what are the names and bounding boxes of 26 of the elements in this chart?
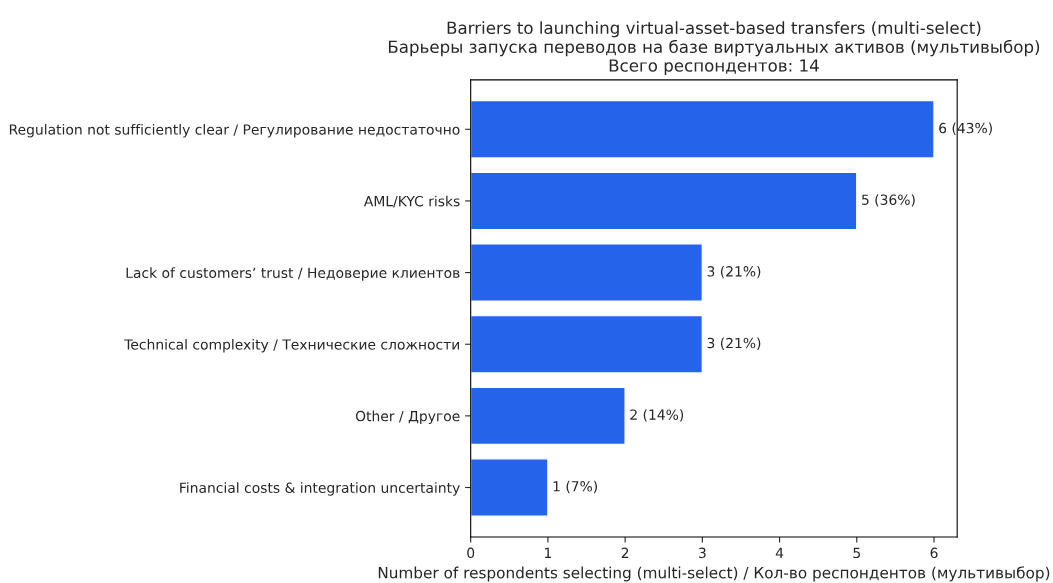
x-tick-label: 5 bbox=[853, 547, 860, 559]
bar bbox=[470, 386, 626, 446]
y-tick-label: Other / Другое bbox=[355, 410, 460, 425]
bar bbox=[470, 458, 549, 517]
y-tick-label: Lack of customers’ trust / Недоверие клиентов bbox=[126, 267, 460, 281]
bar bbox=[470, 171, 858, 231]
data-label: 2 (14%) bbox=[630, 409, 684, 422]
bar bbox=[470, 314, 704, 374]
x-axis-title: Number of respondents selecting (multi-select) / Кол-во респондентов (мультивыбор) bbox=[378, 566, 1050, 582]
x-tick-label: 3 bbox=[698, 547, 706, 559]
data-label: 5 (36%) bbox=[862, 194, 915, 207]
chart-title: Barriers to launching virtual-asset-based transfers (multi-select) Барьеры запуска переводов на базе виртуальных активов (мультивыбор) Всего респондентов: 14 bbox=[388, 21, 1040, 75]
data-label: 3 (21%) bbox=[707, 337, 761, 350]
bar bbox=[470, 243, 704, 302]
x-tick-label: 6 bbox=[930, 547, 938, 559]
y-tick-label: Regulation not sufficiently clear / Регулирование недостаточно bbox=[9, 124, 460, 138]
x-tick-label: 4 bbox=[775, 547, 784, 558]
y-tick-label: AML/KYC risks bbox=[363, 195, 460, 208]
y-tick-label: Technical complexity / Технические сложности bbox=[124, 338, 460, 353]
x-tick-label: 0 bbox=[467, 547, 475, 559]
bar bbox=[470, 99, 935, 159]
x-tick-label: 2 bbox=[621, 547, 629, 558]
x-tick-label: 1 bbox=[545, 547, 552, 558]
y-tick-label: Financial costs & integration uncertainty bbox=[180, 482, 460, 496]
data-label: 1 (7%) bbox=[553, 480, 598, 494]
data-label: 3 (21%) bbox=[707, 265, 761, 279]
